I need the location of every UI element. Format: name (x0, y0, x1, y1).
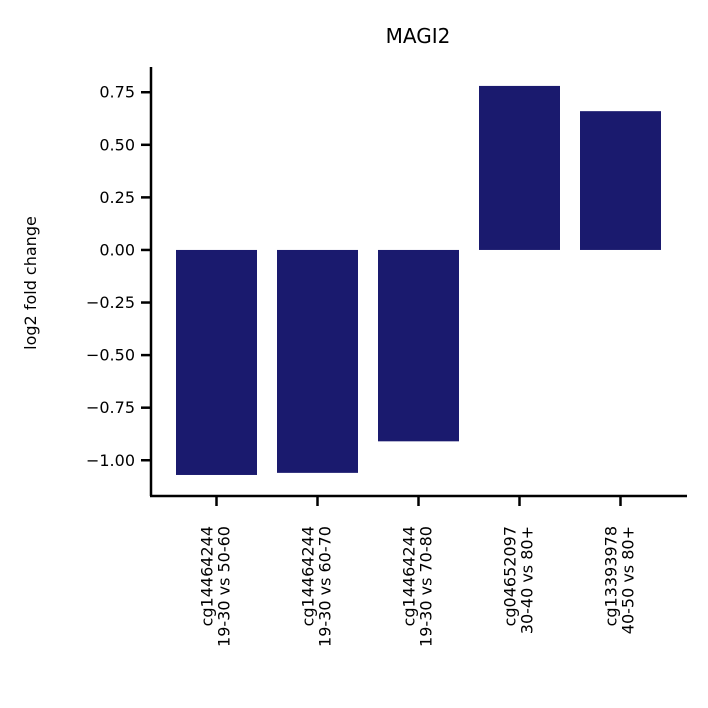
x-tick-label-comparison: 40-50 vs 80+ (619, 526, 638, 634)
y-tick-label: −0.50 (86, 346, 135, 365)
y-tick-label: 0.50 (99, 135, 135, 154)
x-tick-label-comparison: 19-30 vs 50-60 (215, 526, 234, 647)
bar-2 (277, 249, 358, 473)
x-tick-label-probe: cg13393978 (602, 526, 621, 626)
x-tick-label-probe: cg14464244 (198, 526, 217, 626)
x-tick-label-probe: cg14464244 (400, 526, 419, 626)
x-tick-label-comparison: 30-40 vs 80+ (518, 526, 537, 634)
y-axis-label: log2 fold change (21, 216, 40, 350)
bar-3 (378, 249, 459, 442)
x-tick-label-comparison: 19-30 vs 70-80 (417, 526, 436, 647)
bar-1 (176, 249, 257, 475)
y-tick-label: −0.25 (86, 293, 135, 312)
x-tick-label-probe: cg14464244 (299, 526, 318, 626)
y-tick-label: −0.75 (86, 398, 135, 417)
bar-4 (479, 85, 560, 250)
y-tick-label: −1.00 (86, 451, 135, 470)
y-axis-ticks: −1.00 −0.75 −0.50 −0.25 0.00 0.25 0.50 0.75 (86, 83, 151, 470)
x-tick-label-comparison: 19-30 vs 60-70 (316, 526, 335, 647)
y-tick-label: 0.75 (99, 83, 135, 102)
bars-group (176, 85, 661, 475)
bar-5 (580, 111, 661, 250)
y-tick-label: 0.25 (99, 188, 135, 207)
chart-title: MAGI2 (386, 24, 451, 48)
x-tick-label-probe: cg04652097 (501, 526, 520, 626)
y-tick-label: 0.00 (99, 240, 135, 259)
